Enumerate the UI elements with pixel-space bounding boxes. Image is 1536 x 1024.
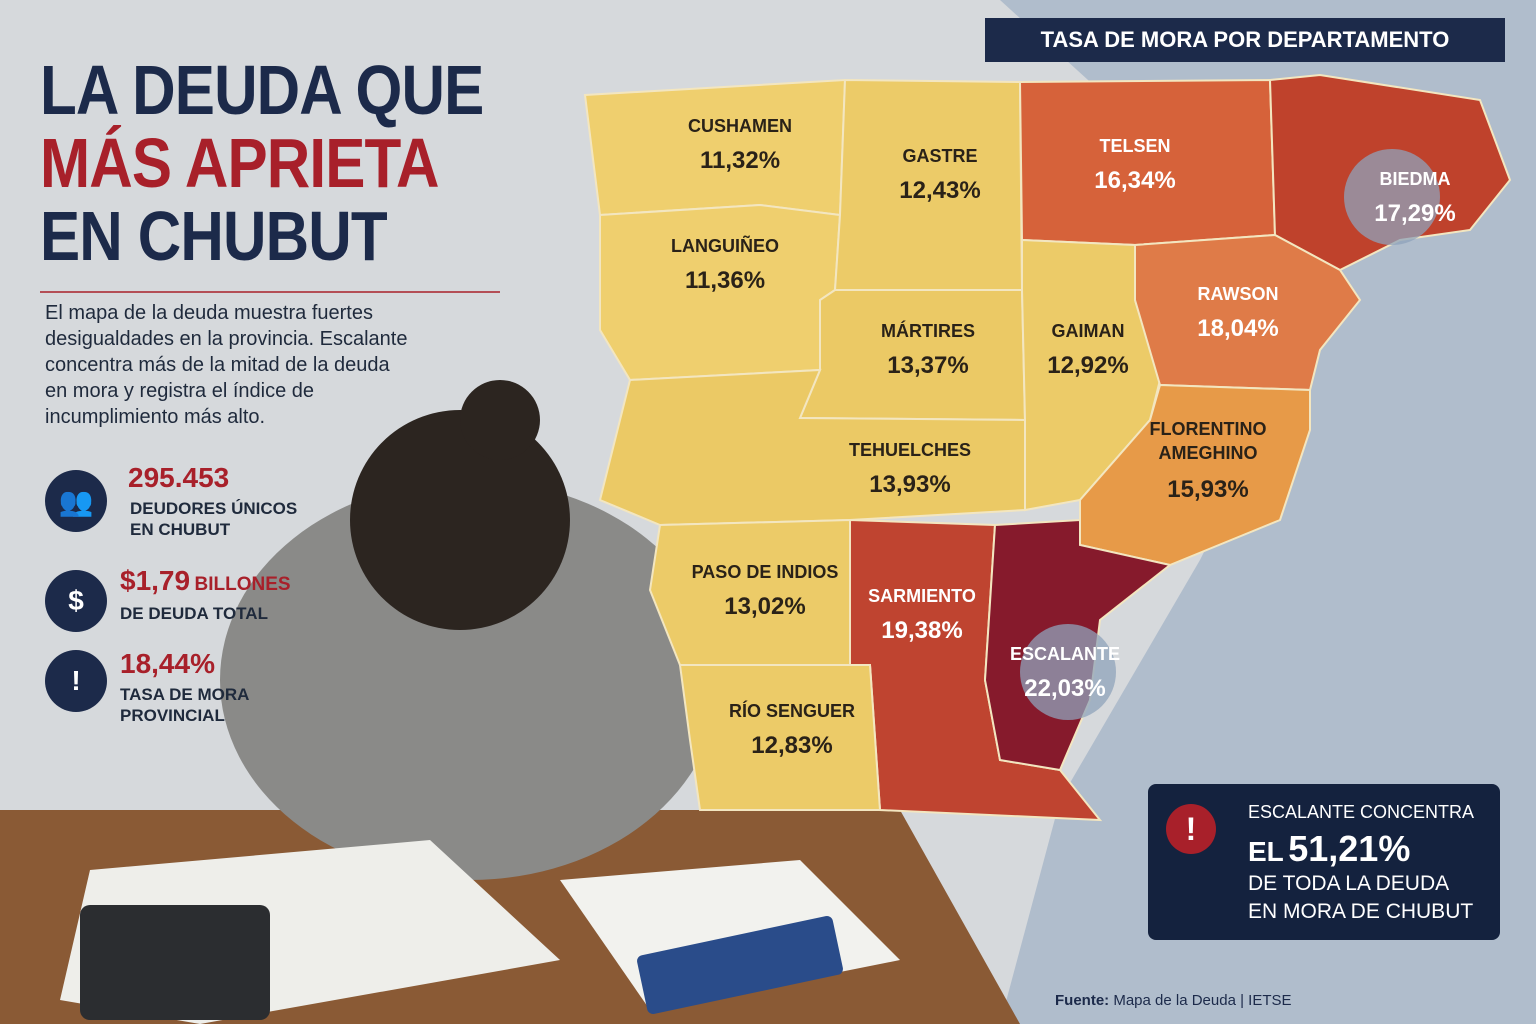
region [678, 664, 882, 811]
region-rate: 17,29% [1374, 200, 1455, 227]
stat-label-line: DE DEUDA TOTAL [120, 604, 268, 623]
stat-label: DEUDORES ÚNICOS EN CHUBUT [130, 498, 297, 540]
title-line: LA DEUDA QUE [40, 51, 484, 129]
callout: ! ESCALANTE CONCENTRA EL 51,21% DE TODA … [1148, 784, 1500, 940]
callout-line: EN MORA DE CHUBUT [1248, 900, 1474, 923]
region-rate: 12,43% [899, 177, 980, 204]
region-name: TEHUELCHES [849, 440, 971, 460]
stat-label-line: PROVINCIAL [120, 706, 225, 725]
callout-icon: ! [1166, 804, 1216, 854]
title-line: MÁS APRIETA [40, 124, 439, 202]
region [1018, 78, 1277, 247]
calculator [80, 905, 270, 1020]
icon-warning: ! [45, 650, 107, 712]
region-name: SARMIENTO [868, 586, 976, 606]
region-rate: 22,03% [1024, 675, 1105, 702]
region-name: RAWSON [1198, 284, 1279, 304]
region [1134, 233, 1362, 392]
region-rate: 12,83% [751, 732, 832, 759]
stat-label: DE DEUDA TOTAL [120, 603, 268, 624]
region-name: ESCALANTE [1010, 644, 1120, 664]
region-rate: 13,93% [869, 471, 950, 498]
region-rate: 11,32% [700, 147, 780, 174]
callout-line: EL [1248, 836, 1284, 867]
region-name: GASTRE [902, 146, 977, 166]
source: Fuente: Mapa de la Deuda | IETSE [1055, 992, 1292, 1009]
highlight-circle [1344, 149, 1440, 245]
region-rate: 18,04% [1197, 315, 1278, 342]
region-name: LANGUIÑEO [671, 235, 779, 256]
region-rate: 13,02% [724, 593, 805, 620]
region-name: CUSHAMEN [688, 116, 792, 136]
region-rate: 12,92% [1047, 352, 1128, 379]
stat-label-line: EN CHUBUT [130, 520, 231, 539]
region-name: TELSEN [1099, 136, 1170, 156]
region-rate: 15,93% [1167, 476, 1248, 503]
region-rate: 16,34% [1094, 167, 1175, 194]
callout-line: DE TODA LA DEUDA [1248, 872, 1450, 895]
highlight-circle [1020, 624, 1116, 720]
credit-cards [637, 915, 843, 1015]
region-rate: 19,38% [881, 617, 962, 644]
region-rate: 11,36% [685, 267, 765, 294]
map-title: TASA DE MORA POR DEPARTAMENTO [985, 18, 1505, 62]
callout-line: ESCALANTE CONCENTRA [1248, 802, 1475, 822]
stat-label: TASA DE MORA PROVINCIAL [120, 684, 249, 726]
region [598, 368, 1026, 527]
hair-bun [460, 380, 540, 460]
stat-value-group: $1,79 BILLONES [120, 565, 291, 597]
region-name: BIEDMA [1380, 169, 1451, 189]
region-name: PASO DE INDIOS [692, 562, 839, 582]
stat-label-line: DEUDORES ÚNICOS [130, 499, 298, 518]
intro: El mapa de la deuda muestra fuertes desi… [45, 302, 408, 428]
region-name: RÍO SENGUER [729, 700, 855, 721]
stat-label-line: TASA DE MORA [120, 685, 250, 704]
callout-value: 51,21% [1288, 828, 1411, 869]
source-label: Fuente: [1055, 992, 1110, 1009]
source-text: Mapa de la Deuda | IETSE [1113, 992, 1292, 1009]
title-line: EN CHUBUT [40, 197, 388, 275]
icon-people: 👥 [45, 470, 107, 532]
region-name: MÁRTIRES [881, 320, 975, 341]
hair [350, 410, 570, 630]
stat-value: 18,44% [120, 648, 215, 679]
icon-money: $ [45, 570, 107, 632]
callout-highlight: EL 51,21% [1248, 828, 1410, 870]
stat-value: $1,79 [120, 565, 191, 596]
region-name: GAIMAN [1052, 321, 1125, 341]
stat-value: 295.453 [128, 462, 230, 493]
region-name: FLORENTINO AMEGHINO [1150, 419, 1267, 463]
region-rate: 13,37% [887, 352, 968, 379]
sweater [220, 480, 720, 880]
stat-unit: BILLONES [194, 574, 291, 595]
map: CUSHAMEN 11,32% LANGUIÑEO 11,36% GASTRE 12,43… [583, 73, 1512, 822]
